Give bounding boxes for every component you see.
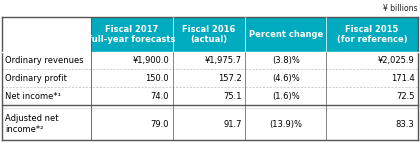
Text: Percent change: Percent change: [249, 30, 323, 39]
Text: Fiscal 2017
full-year forecasts: Fiscal 2017 full-year forecasts: [88, 25, 176, 44]
Text: ¥1,900.0: ¥1,900.0: [132, 56, 169, 65]
Text: (1.6)%: (1.6)%: [272, 92, 300, 101]
Text: ¥2,025.9: ¥2,025.9: [378, 56, 415, 65]
Text: Adjusted net
income*²: Adjusted net income*²: [5, 114, 59, 134]
Bar: [2, 17, 92, 52]
Text: (3.8)%: (3.8)%: [272, 56, 300, 65]
Text: 150.0: 150.0: [146, 74, 169, 83]
Text: 72.5: 72.5: [396, 92, 415, 101]
Text: 79.0: 79.0: [151, 120, 169, 129]
Text: Net income*¹: Net income*¹: [5, 92, 61, 101]
Text: (4.6)%: (4.6)%: [272, 74, 300, 83]
Text: Ordinary profit: Ordinary profit: [5, 74, 67, 83]
Text: 83.3: 83.3: [396, 120, 415, 129]
Text: Fiscal 2015
(for reference): Fiscal 2015 (for reference): [337, 25, 407, 44]
Text: 157.2: 157.2: [218, 74, 242, 83]
Bar: [92, 17, 173, 52]
Bar: [2, 108, 418, 140]
Text: 171.4: 171.4: [391, 74, 415, 83]
Bar: [173, 17, 245, 52]
Text: 91.7: 91.7: [223, 120, 242, 129]
Bar: [245, 17, 326, 52]
Bar: [2, 52, 418, 69]
Text: ¥1,975.7: ¥1,975.7: [205, 56, 242, 65]
Text: 75.1: 75.1: [223, 92, 242, 101]
Bar: [326, 17, 418, 52]
Bar: [2, 87, 418, 105]
Bar: [2, 69, 418, 87]
Text: ¥ billions: ¥ billions: [383, 4, 417, 13]
Text: Fiscal 2016
(actual): Fiscal 2016 (actual): [182, 25, 236, 44]
Text: (13.9)%: (13.9)%: [269, 120, 302, 129]
Text: 74.0: 74.0: [151, 92, 169, 101]
Text: Ordinary revenues: Ordinary revenues: [5, 56, 84, 65]
